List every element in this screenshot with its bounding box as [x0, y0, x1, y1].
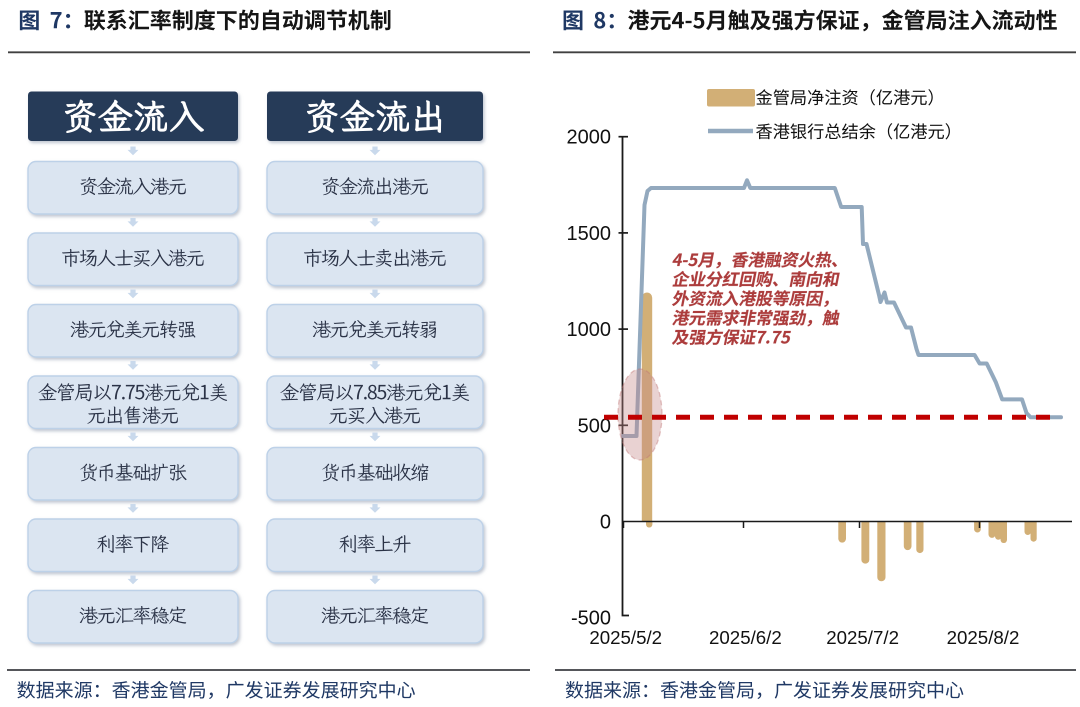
svg-text:2025/8/2: 2025/8/2: [947, 627, 1020, 648]
svg-text:0: 0: [600, 512, 611, 534]
svg-text:1000: 1000: [567, 319, 612, 341]
svg-text:2025/5/2: 2025/5/2: [589, 627, 662, 648]
svg-text:500: 500: [578, 415, 611, 437]
svg-text:2025/6/2: 2025/6/2: [709, 627, 782, 648]
svg-text:1500: 1500: [567, 223, 612, 245]
svg-text:2025/7/2: 2025/7/2: [826, 627, 899, 648]
svg-text:-500: -500: [571, 608, 611, 630]
svg-text:2000: 2000: [567, 127, 612, 149]
